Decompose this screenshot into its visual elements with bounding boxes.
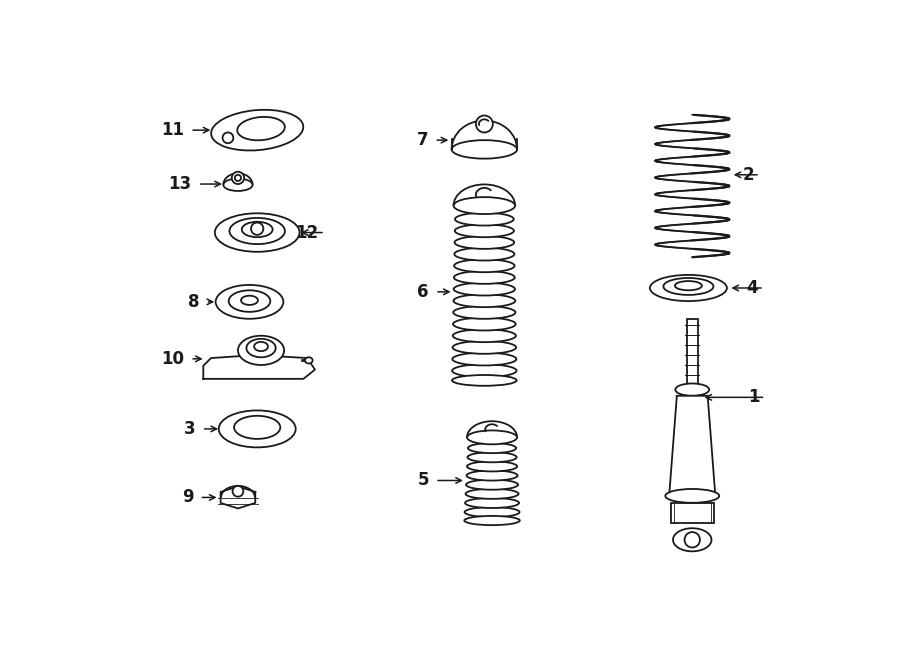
Ellipse shape (454, 197, 515, 214)
Polygon shape (670, 503, 714, 523)
Text: 8: 8 (188, 293, 200, 311)
Ellipse shape (464, 516, 520, 525)
Ellipse shape (215, 214, 300, 252)
Ellipse shape (466, 480, 518, 490)
Text: 1: 1 (748, 388, 760, 407)
Ellipse shape (665, 489, 719, 503)
Polygon shape (669, 396, 716, 496)
Text: 11: 11 (161, 121, 184, 139)
Circle shape (476, 116, 493, 132)
Ellipse shape (466, 471, 517, 481)
Ellipse shape (468, 443, 517, 453)
Ellipse shape (454, 283, 515, 295)
Ellipse shape (650, 275, 727, 301)
Ellipse shape (452, 375, 517, 386)
Circle shape (251, 223, 264, 235)
Ellipse shape (453, 341, 516, 354)
Ellipse shape (465, 488, 518, 499)
Ellipse shape (453, 352, 517, 366)
Polygon shape (687, 319, 698, 388)
Circle shape (685, 532, 700, 547)
Ellipse shape (234, 416, 280, 439)
Text: 5: 5 (418, 471, 429, 490)
Ellipse shape (238, 336, 284, 365)
Ellipse shape (305, 358, 312, 364)
Ellipse shape (467, 430, 518, 444)
Text: 3: 3 (184, 420, 195, 438)
Text: 6: 6 (418, 283, 429, 301)
Ellipse shape (238, 117, 285, 140)
Circle shape (232, 172, 244, 184)
Ellipse shape (454, 224, 514, 237)
Ellipse shape (464, 507, 519, 517)
Ellipse shape (675, 281, 702, 290)
Ellipse shape (465, 498, 519, 508)
Ellipse shape (453, 318, 516, 330)
Ellipse shape (452, 364, 517, 377)
Ellipse shape (673, 528, 712, 551)
Ellipse shape (454, 271, 515, 284)
Ellipse shape (241, 295, 258, 305)
Text: 10: 10 (161, 350, 184, 368)
Ellipse shape (467, 461, 518, 471)
Ellipse shape (454, 248, 515, 260)
Text: 13: 13 (168, 175, 192, 193)
Ellipse shape (219, 410, 296, 447)
Text: 2: 2 (742, 166, 754, 184)
Ellipse shape (247, 339, 275, 358)
Circle shape (222, 132, 233, 143)
Polygon shape (220, 486, 256, 508)
Circle shape (235, 175, 241, 181)
Text: 7: 7 (417, 131, 428, 149)
Ellipse shape (663, 278, 714, 295)
Ellipse shape (216, 285, 284, 319)
Text: 9: 9 (182, 488, 194, 506)
Ellipse shape (452, 140, 518, 159)
Ellipse shape (455, 213, 514, 225)
Text: 12: 12 (296, 223, 319, 241)
Ellipse shape (254, 342, 268, 351)
Ellipse shape (229, 290, 270, 312)
Ellipse shape (454, 294, 516, 307)
Ellipse shape (230, 218, 285, 244)
Ellipse shape (453, 329, 516, 342)
Ellipse shape (454, 306, 516, 319)
Ellipse shape (675, 383, 709, 396)
Polygon shape (203, 356, 315, 379)
Text: 4: 4 (746, 279, 758, 297)
Ellipse shape (454, 259, 515, 272)
Ellipse shape (242, 222, 273, 237)
Ellipse shape (454, 236, 514, 249)
Ellipse shape (223, 178, 253, 191)
Ellipse shape (467, 452, 517, 462)
Circle shape (232, 486, 243, 496)
Ellipse shape (212, 110, 303, 151)
